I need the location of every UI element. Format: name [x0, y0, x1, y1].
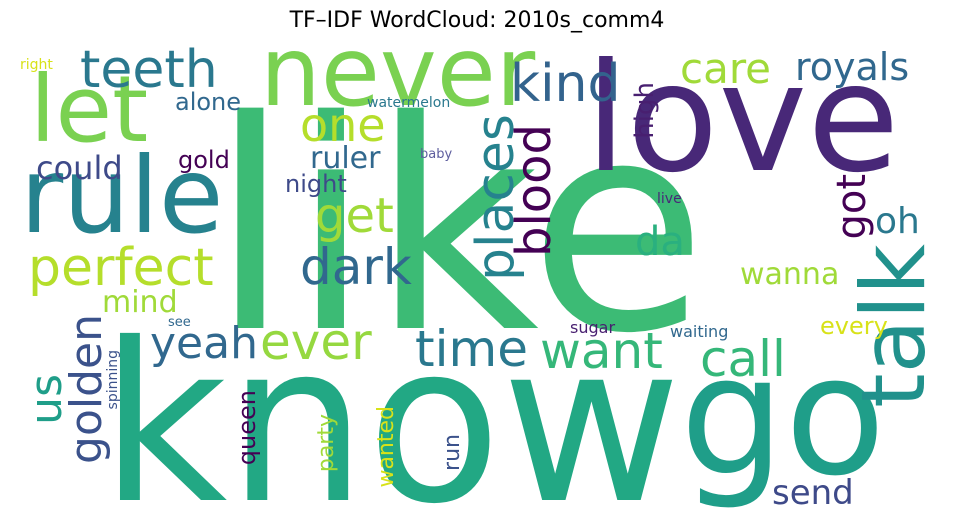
word: royals	[795, 45, 910, 89]
word: baby	[420, 147, 453, 162]
word: us	[21, 374, 72, 425]
word: love	[585, 44, 900, 206]
word: one	[300, 98, 386, 152]
word: live	[657, 191, 682, 207]
word: mind	[102, 285, 178, 320]
word: get	[315, 188, 394, 244]
word: dark	[300, 238, 412, 296]
word: right	[20, 57, 53, 73]
word: perfect	[28, 238, 214, 298]
word: rule	[20, 135, 224, 257]
word: go	[680, 320, 886, 512]
word: blood	[506, 124, 562, 258]
word: run	[440, 434, 465, 471]
word: sugar	[570, 318, 616, 337]
chart-title: TF–IDF WordCloud: 2010s_comm4	[289, 8, 665, 33]
word: like	[210, 60, 708, 397]
word: got	[829, 174, 875, 240]
word: care	[680, 44, 772, 93]
word: know	[100, 296, 682, 514]
word: wanna	[740, 257, 840, 292]
word: alone	[175, 88, 242, 116]
word: yeah	[150, 318, 258, 369]
word-cloud: like know love go rule never let talk pe…	[20, 44, 934, 514]
word: send	[772, 473, 854, 513]
word: watermelon	[367, 95, 451, 111]
word: want	[540, 322, 663, 380]
word: ruler	[310, 141, 381, 176]
word: never	[260, 44, 536, 128]
word: oh	[875, 201, 920, 242]
word: call	[700, 330, 786, 388]
word: queen	[233, 390, 261, 466]
word: da	[635, 219, 685, 265]
word: night	[285, 170, 347, 198]
word: waiting	[670, 322, 729, 341]
word: kind	[510, 54, 621, 114]
word: let	[30, 56, 149, 163]
word: gold	[178, 146, 230, 174]
word: high	[630, 82, 660, 139]
word: wanted	[374, 406, 399, 488]
word: spinning	[105, 350, 121, 410]
word: ever	[260, 313, 372, 371]
word: time	[415, 320, 528, 378]
word: could	[36, 149, 123, 187]
word: every	[820, 312, 888, 340]
word: party	[314, 414, 339, 473]
word: see	[168, 315, 191, 330]
word: teeth	[80, 44, 218, 100]
